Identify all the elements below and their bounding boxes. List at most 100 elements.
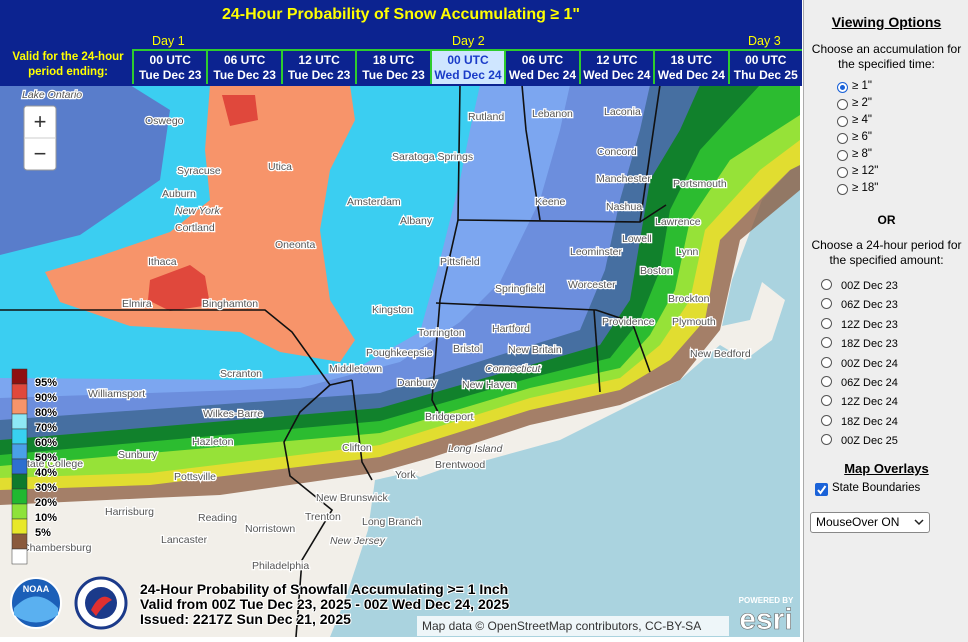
legend-label: 50% (35, 452, 57, 464)
time: 06 UTC (223, 53, 266, 67)
sidebar-title: Viewing Options (831, 14, 942, 30)
city-label: York (395, 469, 416, 481)
legend-label: 5% (35, 527, 51, 539)
time: 18 UTC (670, 53, 712, 67)
city-label: Poughkeepsie (366, 347, 433, 359)
city-label: Leominster (570, 246, 622, 258)
accum-radio[interactable] (837, 133, 848, 144)
band (45, 85, 355, 362)
city-label: Lynn (676, 246, 699, 258)
city-label: Bridgeport (425, 411, 474, 423)
period-radio[interactable] (821, 434, 832, 446)
time-button[interactable]: 18 UTC Tue Dec 23 (355, 49, 430, 84)
accum-option[interactable]: ≥ 12" (852, 165, 879, 177)
city-label: Torrington (418, 327, 465, 339)
legend-swatch (11, 503, 28, 520)
esri-powered: POWERED BY (739, 596, 794, 605)
legend-label: 60% (35, 437, 57, 449)
boundary (431, 84, 461, 421)
time-button[interactable]: 06 UTC Tue Dec 23 (206, 49, 281, 84)
period-option[interactable]: 06Z Dec 23 (841, 299, 898, 312)
header: 24-Hour Probability of Snow Accumulating… (0, 0, 802, 86)
city-label: Lancaster (161, 534, 208, 546)
date: Wed Dec 24 (508, 68, 577, 82)
city-label: New Brunswick (316, 492, 389, 504)
time: 06 UTC (521, 53, 564, 67)
zoom-in[interactable]: + (34, 109, 47, 134)
zoom-out[interactable]: − (34, 141, 47, 166)
time-button[interactable]: 06 UTC Wed Dec 24 (504, 49, 579, 84)
accum-option[interactable]: ≥ 18" (852, 182, 879, 194)
boundary (521, 84, 541, 221)
legend-swatch (11, 518, 28, 535)
period-radio[interactable] (821, 298, 832, 310)
period-option[interactable]: 12Z Dec 23 (841, 318, 898, 331)
esri-text: esri (739, 603, 792, 636)
city-label: Worcester (568, 279, 616, 291)
city-label: Manchester (596, 173, 651, 185)
period-radio[interactable] (821, 414, 832, 426)
legend-label: 30% (35, 482, 57, 494)
day-label: Day 3 (748, 34, 781, 48)
period-radio[interactable] (821, 337, 832, 349)
boundary (0, 309, 353, 386)
date: Tue Dec 23 (362, 68, 425, 82)
period-option[interactable]: 06Z Dec 24 (841, 377, 898, 389)
period-option[interactable]: 18Z Dec 24 (841, 415, 898, 428)
accum-option[interactable]: ≥ 1" (852, 80, 872, 92)
accum-option[interactable]: ≥ 4" (852, 114, 872, 126)
accum-radio[interactable] (837, 82, 848, 93)
mouseover-select[interactable]: MouseOver ON (810, 512, 930, 533)
period-radio[interactable] (821, 395, 832, 407)
boundary (639, 84, 661, 223)
period-option[interactable]: 00Z Dec 25 (841, 435, 898, 448)
city-label: Scranton (220, 368, 262, 380)
time-button[interactable]: 00 UTC Wed Dec 24 (429, 49, 505, 84)
time-button[interactable]: 00 UTC Tue Dec 23 (132, 49, 207, 84)
date: Wed Dec 24 (583, 68, 651, 82)
city-label: New Britain (508, 344, 562, 356)
city-label: Trenton (305, 511, 341, 523)
city-label: Lebanon (532, 108, 573, 120)
noaa-wave (14, 596, 58, 623)
overlay-label[interactable]: State Boundaries (832, 482, 921, 494)
period-option[interactable]: 00Z Dec 24 (841, 357, 898, 370)
state-boundaries (0, 84, 667, 637)
city-label: Cortland (175, 222, 215, 234)
accum-radio[interactable] (837, 167, 848, 178)
legend-swatch (11, 398, 28, 415)
time-button[interactable]: 12 UTC Wed Dec 24 (578, 49, 654, 84)
time-button[interactable]: 00 UTC Thu Dec 25 (727, 49, 802, 84)
date: Thu Dec 25 (733, 68, 798, 82)
overlay-checkbox[interactable] (815, 483, 828, 496)
valid-label: Valid for the 24-hour period ending: (12, 51, 124, 78)
period-radio[interactable] (821, 317, 832, 329)
date: Wed Dec 24 (657, 68, 725, 82)
city-label: Pottsville (174, 471, 216, 483)
city-label: Nashua (606, 201, 642, 213)
long-island (408, 408, 602, 477)
legend-swatch (11, 368, 28, 385)
accum-option[interactable]: ≥ 2" (852, 97, 872, 109)
period-option[interactable]: 18Z Dec 23 (841, 338, 898, 351)
map[interactable]: Lake Ontario Oswego Syracuse Utica Auburn New… (0, 0, 800, 637)
accum-option[interactable]: ≥ 6" (852, 131, 872, 143)
period-radio[interactable] (821, 376, 832, 387)
city-label: Clifton (342, 442, 372, 454)
accum-option[interactable]: ≥ 8" (852, 148, 872, 160)
accum-radio[interactable] (837, 150, 848, 161)
accum-radio[interactable] (837, 99, 848, 110)
time-button[interactable]: 18 UTC Wed Dec 24 (653, 49, 728, 84)
period-radio[interactable] (821, 356, 832, 368)
period-radio[interactable] (821, 279, 832, 290)
accum-radio[interactable] (837, 116, 848, 127)
accum-radio[interactable] (837, 184, 848, 195)
time-button[interactable]: 12 UTC Tue Dec 23 (280, 49, 356, 84)
period-option[interactable]: 00Z Dec 23 (841, 280, 898, 292)
city-label: Lowell (622, 233, 652, 245)
period-option[interactable]: 12Z Dec 24 (841, 396, 898, 409)
overlays-title: Map Overlays (844, 461, 929, 476)
legend-swatch (11, 383, 28, 400)
city-label: Providence (602, 316, 655, 328)
